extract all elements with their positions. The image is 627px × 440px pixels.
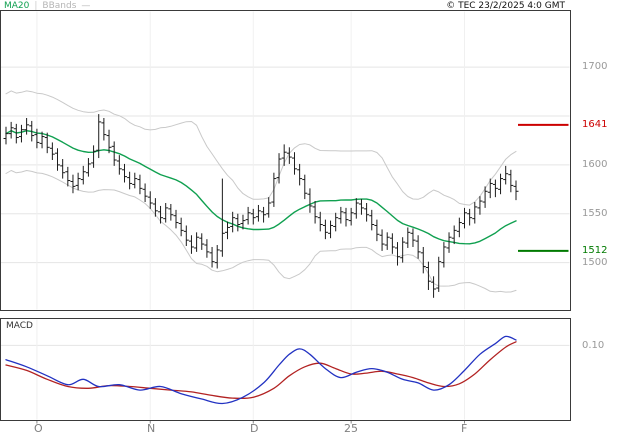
price-axis-tick-1500: 1500 [582, 257, 608, 268]
x-axis-label-january-2025: 25 [344, 422, 358, 435]
legend-separator: | [34, 1, 38, 11]
macd-axis-tick: 0.10 [582, 340, 605, 351]
x-axis-label-october: O [34, 422, 43, 435]
price-axis-tick-1550: 1550 [582, 208, 608, 219]
x-axis-label-february: F [461, 422, 468, 435]
bbands-line-sample: — [81, 1, 91, 11]
x-axis-label-november: N [147, 422, 156, 435]
bbands-legend-label: BBands [42, 1, 77, 11]
indicator-legend: MA20 | BBands — [4, 1, 90, 11]
x-axis-label-december: D [250, 422, 259, 435]
copyright-text: © TEC 23/2/2025 4:0 GMT [446, 1, 565, 11]
price-axis-tick-1600: 1600 [582, 159, 608, 170]
macd-panel-label: MACD [6, 321, 33, 331]
resistance-level-label: 1641 [582, 119, 608, 130]
support-level-label: 1512 [582, 245, 608, 256]
ma20-legend-label: MA20 [4, 1, 30, 11]
price-axis-tick-1700: 1700 [582, 61, 608, 72]
